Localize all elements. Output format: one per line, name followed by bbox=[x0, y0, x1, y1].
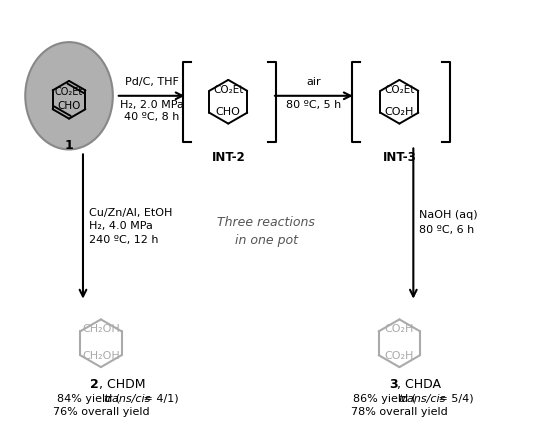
Text: CO₂Et: CO₂Et bbox=[384, 85, 414, 95]
Text: 240 ºC, 12 h: 240 ºC, 12 h bbox=[89, 236, 158, 245]
Text: NaOH (aq): NaOH (aq) bbox=[419, 210, 478, 219]
Text: , CHDM: , CHDM bbox=[99, 379, 146, 392]
Text: Pd/C, THF: Pd/C, THF bbox=[125, 77, 179, 87]
Text: CO₂H: CO₂H bbox=[385, 325, 414, 334]
Text: 78% overall yield: 78% overall yield bbox=[351, 407, 448, 417]
Text: CO₂Et: CO₂Et bbox=[55, 87, 83, 97]
Text: 80 ºC, 6 h: 80 ºC, 6 h bbox=[419, 225, 474, 236]
Text: 2: 2 bbox=[90, 379, 99, 392]
Text: INT-2: INT-2 bbox=[211, 152, 245, 164]
Text: = 4/1): = 4/1) bbox=[139, 394, 178, 404]
Text: 1: 1 bbox=[64, 139, 73, 152]
Text: Cu/Zn/Al, EtOH: Cu/Zn/Al, EtOH bbox=[89, 207, 172, 218]
Text: CH₂OH: CH₂OH bbox=[82, 325, 120, 334]
Text: CO₂Et: CO₂Et bbox=[213, 85, 244, 95]
Text: INT-3: INT-3 bbox=[382, 152, 416, 164]
Text: 40 ºC, 8 h: 40 ºC, 8 h bbox=[124, 112, 179, 122]
Text: CH₂OH: CH₂OH bbox=[82, 351, 120, 361]
Text: 80 ºC, 5 h: 80 ºC, 5 h bbox=[286, 100, 342, 110]
Text: = 5/4): = 5/4) bbox=[435, 394, 474, 404]
Text: trans/cis: trans/cis bbox=[103, 394, 150, 404]
Text: , CHDA: , CHDA bbox=[398, 379, 441, 392]
Text: CO₂H: CO₂H bbox=[385, 107, 414, 117]
Text: CHO: CHO bbox=[216, 107, 241, 117]
Text: 76% overall yield: 76% overall yield bbox=[53, 407, 149, 417]
Text: CO₂H: CO₂H bbox=[385, 351, 414, 361]
Text: trans/cis: trans/cis bbox=[398, 394, 446, 404]
Text: 86% yield (: 86% yield ( bbox=[353, 394, 416, 404]
Ellipse shape bbox=[25, 42, 113, 149]
Text: air: air bbox=[306, 77, 321, 87]
Text: H₂, 2.0 MPa: H₂, 2.0 MPa bbox=[120, 100, 184, 110]
Text: H₂, 4.0 MPa: H₂, 4.0 MPa bbox=[89, 221, 153, 232]
Text: in one pot: in one pot bbox=[235, 234, 297, 247]
Text: 84% yield (: 84% yield ( bbox=[57, 394, 120, 404]
Text: CHO: CHO bbox=[57, 101, 81, 111]
Text: 3: 3 bbox=[389, 379, 398, 392]
Text: Three reactions: Three reactions bbox=[217, 216, 315, 229]
